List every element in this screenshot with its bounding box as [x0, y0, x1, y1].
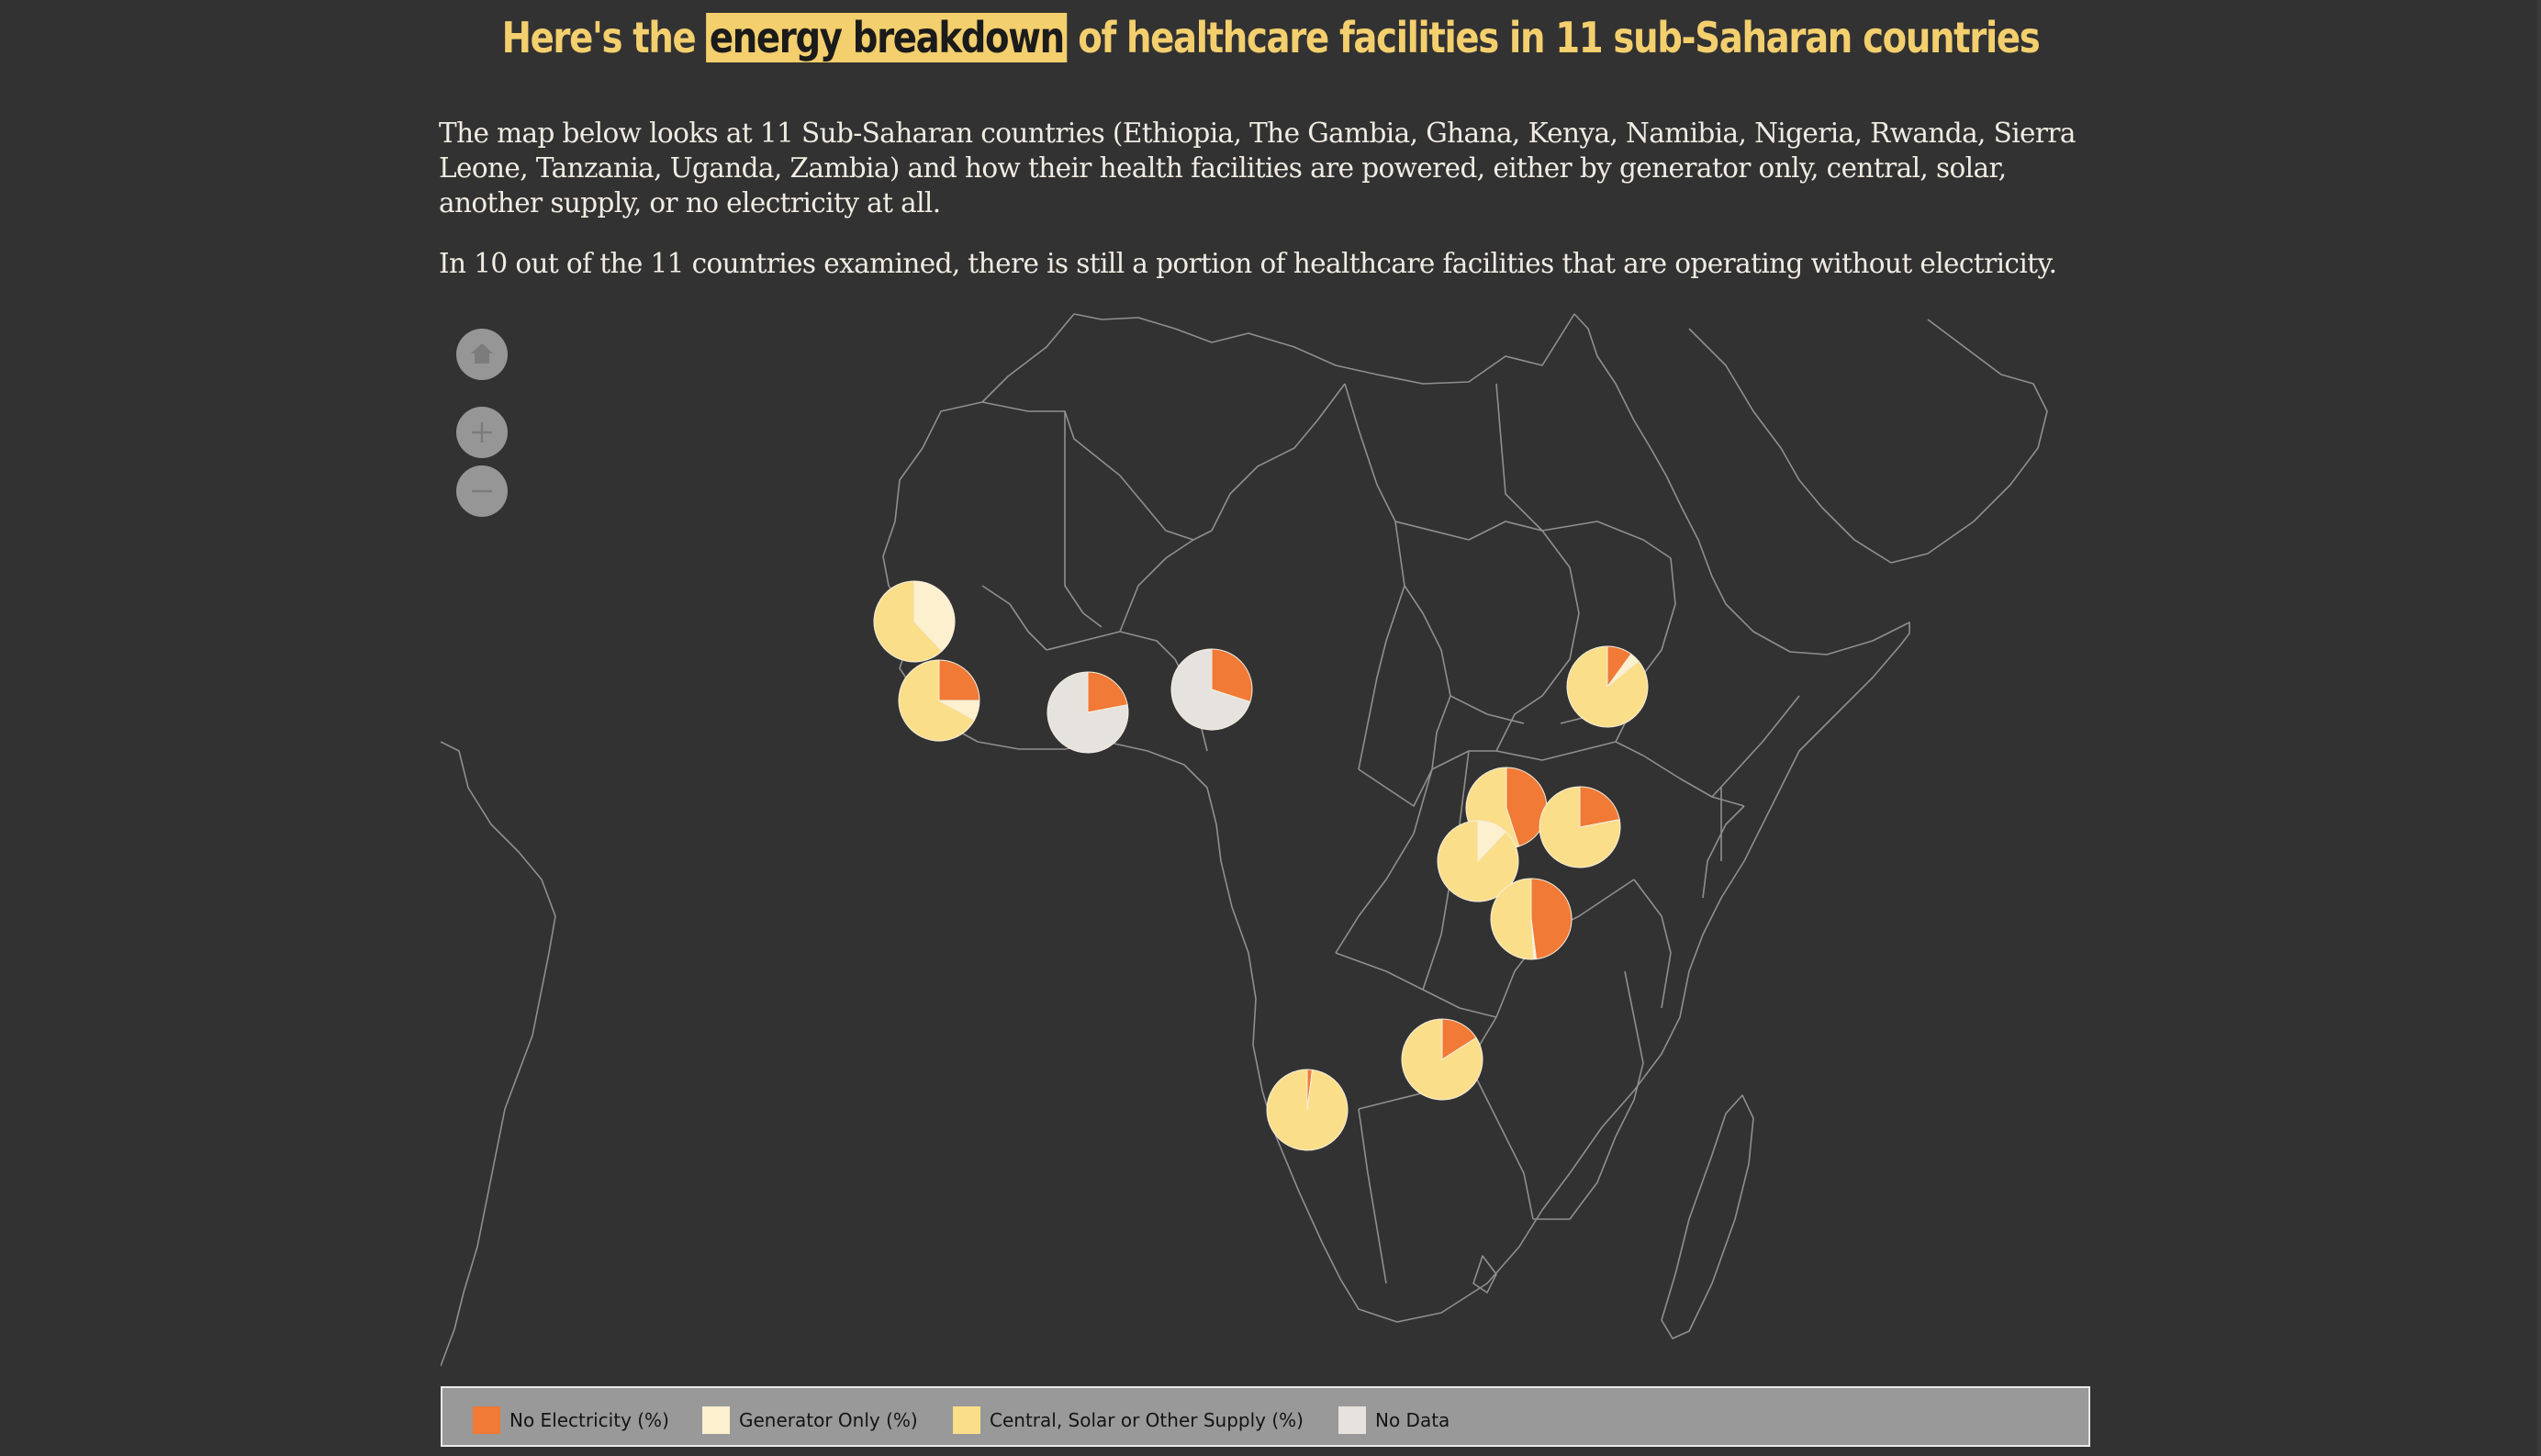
pie-slice-no-electricity[interactable] [1087, 671, 1128, 713]
pie-slice-central-solar-other[interactable] [1566, 645, 1649, 728]
pie-slice-no-electricity[interactable] [1506, 767, 1548, 847]
legend-item-central-solar-other: Central, Solar or Other Supply (%) [953, 1406, 1304, 1435]
intro-finding: In 10 out of the 11 countries examined, … [439, 248, 2057, 279]
south-america-coast [441, 741, 556, 1367]
legend-label: No Data [1375, 1409, 1450, 1431]
pie-rwanda[interactable] [1437, 820, 1519, 902]
pie-slice-central-solar-other[interactable] [1437, 820, 1519, 902]
madagascar [1661, 1094, 1754, 1339]
map-canvas[interactable] [441, 310, 2093, 1384]
pie-zambia[interactable] [1401, 1018, 1483, 1101]
home-icon [471, 343, 493, 364]
legend-swatch [1338, 1406, 1366, 1434]
legend-swatch [953, 1406, 980, 1434]
title-highlight: energy breakdown [706, 13, 1068, 62]
pie-namibia[interactable] [1266, 1069, 1349, 1151]
legend-item-generator-only: Generator Only (%) [702, 1406, 918, 1435]
plus-icon [472, 422, 492, 442]
pie-the-gambia[interactable] [873, 580, 956, 663]
legend-item-no-data: No Data [1338, 1406, 1450, 1435]
legend-item-no-electricity: No Electricity (%) [473, 1406, 669, 1435]
pie-slice-central-solar-other[interactable] [898, 659, 976, 742]
pie-ethiopia[interactable] [1566, 645, 1649, 728]
pie-slice-no-electricity[interactable] [1441, 1018, 1477, 1060]
arabian-peninsula [1688, 319, 2048, 564]
map-legend: No Electricity (%) Generator Only (%) Ce… [441, 1386, 2090, 1447]
pie-slice-no-electricity[interactable] [1211, 648, 1253, 703]
zoom-out-button[interactable] [456, 465, 508, 517]
pie-slice-central-solar-other[interactable] [1401, 1018, 1483, 1101]
scrollbar[interactable] [2537, 0, 2541, 1456]
pie-slice-central-solar-other[interactable] [873, 580, 943, 663]
legend-swatch [702, 1406, 730, 1434]
page-title: Here's the energy breakdown of healthcar… [203, 13, 2337, 62]
zoom-in-button[interactable] [456, 407, 508, 458]
pie-slice-no-data[interactable] [1170, 648, 1251, 731]
pie-slice-no-electricity[interactable] [1579, 786, 1620, 828]
legend-swatch [473, 1406, 500, 1434]
pie-chart-layer [873, 580, 1649, 1151]
pie-slice-no-electricity[interactable] [1530, 878, 1573, 960]
pie-ghana[interactable] [1047, 671, 1129, 754]
pie-slice-generator-only[interactable] [913, 580, 956, 652]
pie-tanzania[interactable] [1490, 878, 1573, 960]
minus-icon [472, 489, 492, 493]
pie-slice-central-solar-other[interactable] [1266, 1069, 1349, 1151]
legend-label: No Electricity (%) [509, 1409, 669, 1431]
pie-nigeria[interactable] [1170, 648, 1253, 731]
pie-slice-no-data[interactable] [1047, 671, 1129, 754]
title-after: of healthcare facilities in 11 sub-Sahar… [1067, 13, 2041, 62]
pie-slice-central-solar-other[interactable] [1490, 878, 1535, 960]
pie-slice-no-electricity[interactable] [938, 659, 980, 701]
intro-paragraph: The map below looks at 11 Sub-Saharan co… [439, 118, 2076, 218]
pie-slice-central-solar-other[interactable] [1539, 786, 1621, 868]
pie-sierra-leone[interactable] [898, 659, 980, 742]
title-before: Here's the [501, 13, 707, 62]
home-button[interactable] [456, 329, 508, 380]
legend-label: Generator Only (%) [739, 1409, 918, 1431]
pie-kenya[interactable] [1539, 786, 1621, 868]
legend-label: Central, Solar or Other Supply (%) [990, 1409, 1304, 1431]
